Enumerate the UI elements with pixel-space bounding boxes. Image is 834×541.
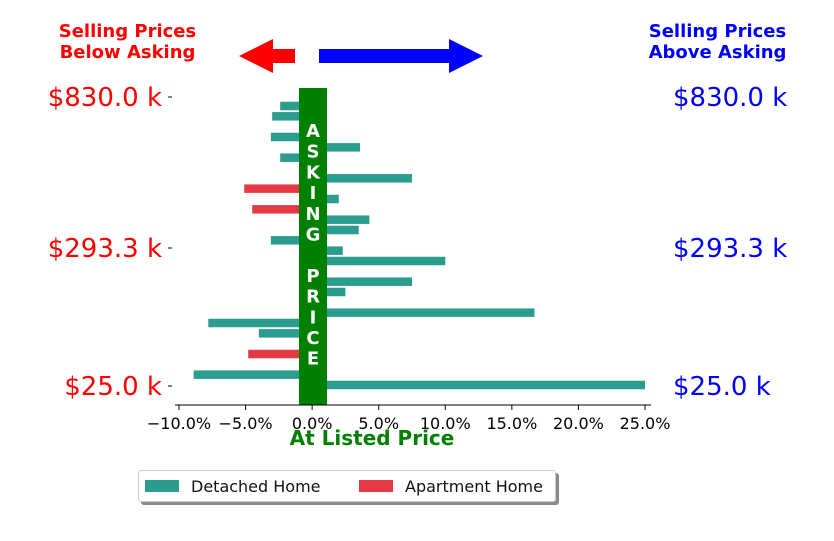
asking-band-letter: C: [306, 328, 319, 349]
x-tick-label: −10.0%: [147, 414, 211, 433]
asking-band-letter: R: [306, 287, 320, 308]
bar: [312, 246, 343, 255]
x-axis-label: At Listed Price: [290, 426, 455, 450]
y-tick-label-right: $293.3 k: [673, 234, 787, 264]
asking-band-letter: I: [310, 183, 317, 204]
x-tick-label: 10.0%: [420, 414, 471, 433]
asking-band-letter: G: [306, 225, 321, 246]
bar: [312, 380, 645, 390]
legend-label-apartment: Apartment Home: [405, 476, 543, 496]
legend: Detached Home Apartment Home: [138, 470, 556, 502]
bar: [270, 236, 313, 245]
bar: [312, 215, 370, 224]
bar: [312, 308, 535, 317]
y-tick-label-left: $830.0 k: [48, 83, 162, 113]
x-tick-label: 0.0%: [292, 414, 333, 433]
bar: [252, 205, 313, 214]
legend-item-detached: Detached Home: [145, 471, 321, 501]
x-tick-label: 25.0%: [620, 414, 671, 433]
bar: [280, 153, 313, 162]
bar: [244, 184, 313, 193]
above-asking-heading: Selling Prices Above Asking: [630, 21, 805, 63]
bar: [312, 143, 361, 152]
below-asking-heading: Selling Prices Below Asking: [40, 21, 215, 63]
asking-band-letter: N: [305, 204, 320, 225]
bar: [270, 132, 313, 142]
legend-item-apartment: Apartment Home: [359, 471, 543, 501]
x-ticks: −10.0% −5.0% 0.0% 5.0% 10.0% 15.0% 20.0% 25.0%: [147, 405, 671, 433]
x-tick-label: 5.0%: [358, 414, 399, 433]
bar: [193, 370, 313, 379]
asking-price-band: [299, 88, 327, 405]
asking-band-letter: E: [307, 349, 319, 370]
bar: [280, 101, 313, 111]
bar: [312, 174, 412, 183]
y-tick-label-left: $25.0 k: [64, 372, 162, 402]
y-tick-label-right: $25.0 k: [673, 372, 771, 402]
above-asking-line1: Selling Prices: [648, 21, 787, 42]
bar: [312, 277, 412, 286]
left-arrow-icon: [239, 39, 295, 73]
asking-band-letter: K: [306, 162, 321, 183]
below-asking-line1: Selling Prices: [58, 21, 197, 42]
y-tick-label-left: $293.3 k: [48, 234, 162, 264]
y-tick-label-right: $830.0 k: [673, 83, 787, 113]
bar: [248, 349, 313, 359]
asking-band-letter: P: [306, 266, 319, 287]
above-asking-line2: Above Asking: [648, 42, 787, 63]
asking-band-letter: S: [307, 142, 320, 163]
apartment-swatch: [359, 480, 393, 492]
right-arrow-icon: [319, 39, 483, 73]
bar: [208, 318, 313, 328]
y-ticks-left: $830.0 k $293.3 k $25.0 k: [48, 83, 172, 402]
asking-band-letter: I: [310, 307, 317, 328]
detached-swatch: [145, 480, 179, 492]
asking-band-letter: A: [306, 121, 320, 142]
legend-label-detached: Detached Home: [191, 476, 321, 496]
x-tick-label: 15.0%: [486, 414, 537, 433]
bar: [312, 287, 346, 297]
y-ticks-right: $830.0 k $293.3 k $25.0 k: [673, 83, 787, 402]
bar: [258, 329, 313, 338]
direction-arrows: [239, 39, 483, 73]
x-tick-label: 20.0%: [553, 414, 604, 433]
x-tick-label: −5.0%: [219, 414, 273, 433]
bar: [312, 256, 446, 266]
bar: [312, 225, 359, 235]
below-asking-line2: Below Asking: [59, 42, 196, 63]
bar: [272, 112, 313, 121]
bars-group: [193, 101, 645, 390]
